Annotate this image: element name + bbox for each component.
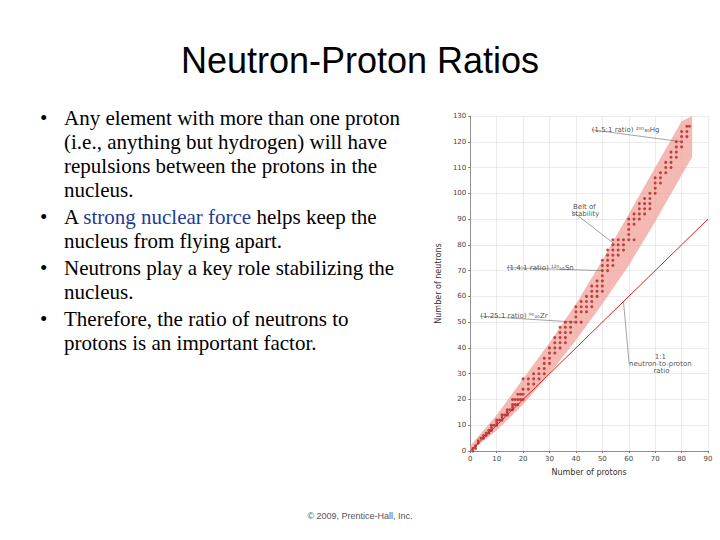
svg-text:30: 30: [457, 370, 466, 378]
svg-text:70: 70: [457, 267, 466, 275]
html-text:Neutrons play a key role stabi: Neutrons play a key role stabilizing the…: [64, 256, 395, 304]
svg-text:80: 80: [457, 241, 466, 249]
svg-text:0: 0: [468, 455, 472, 463]
svg-text:80: 80: [677, 455, 686, 463]
svg-text:30: 30: [545, 455, 554, 463]
svg-text:50: 50: [598, 455, 607, 463]
svg-text:60: 60: [457, 292, 466, 300]
svg-text:120: 120: [453, 138, 466, 146]
html-text:© 2009, Prentice-Hall, Inc.: © 2009, Prentice-Hall, Inc.: [307, 511, 413, 521]
svg-text:90: 90: [457, 215, 466, 223]
svg-text:ratio: ratio: [653, 367, 669, 375]
svg-text:stability: stability: [572, 210, 600, 218]
svg-text:40: 40: [571, 455, 580, 463]
svg-text:1:1: 1:1: [654, 352, 669, 361]
svg-text:0: 0: [462, 447, 466, 455]
svg-text:neutron-to-proton: neutron-to-proton: [629, 359, 694, 368]
svg-text:(1.25:1 ratio) ⁹⁰₄₀Zr: (1.25:1 ratio) ⁹⁰₄₀Zr: [480, 312, 547, 320]
svg-text:(1.5:1 ratio) ²⁰⁰₈₀Hg: (1.5:1 ratio) ²⁰⁰₈₀Hg: [592, 126, 660, 134]
svg-text:130: 130: [453, 112, 466, 120]
svg-text:110: 110: [453, 164, 466, 172]
svg-text:20: 20: [519, 455, 528, 463]
svg-text:100: 100: [453, 189, 466, 197]
html-text:Therefore, the ratio of neutro: Therefore, the ratio of neutrons to prot…: [64, 307, 349, 355]
svg-text:Number of neutrons: Number of neutrons: [434, 243, 443, 323]
svg-text:60: 60: [624, 455, 633, 463]
html-text:A strong nuclear force helps k: A strong nuclear force helps keep the nu…: [64, 205, 377, 253]
svg-text:10: 10: [492, 455, 501, 463]
svg-text:90: 90: [704, 455, 713, 463]
svg-text:(1.4:1 ratio) ¹²⁰₅₀Sn: (1.4:1 ratio) ¹²⁰₅₀Sn: [507, 264, 574, 272]
svg-text:10: 10: [457, 421, 466, 429]
svg-text:Number of protons: Number of protons: [551, 468, 626, 477]
svg-text:70: 70: [651, 455, 660, 463]
svg-text:40: 40: [457, 344, 466, 352]
svg-text:20: 20: [457, 395, 466, 403]
svg-text:Belt of: Belt of: [573, 203, 598, 212]
html-text:Any element with more than one: Any element with more than one proton (i…: [64, 106, 400, 202]
svg-text:50: 50: [457, 318, 466, 326]
html-text:Neutron-Proton Ratios: Neutron-Proton Ratios: [180, 40, 540, 81]
